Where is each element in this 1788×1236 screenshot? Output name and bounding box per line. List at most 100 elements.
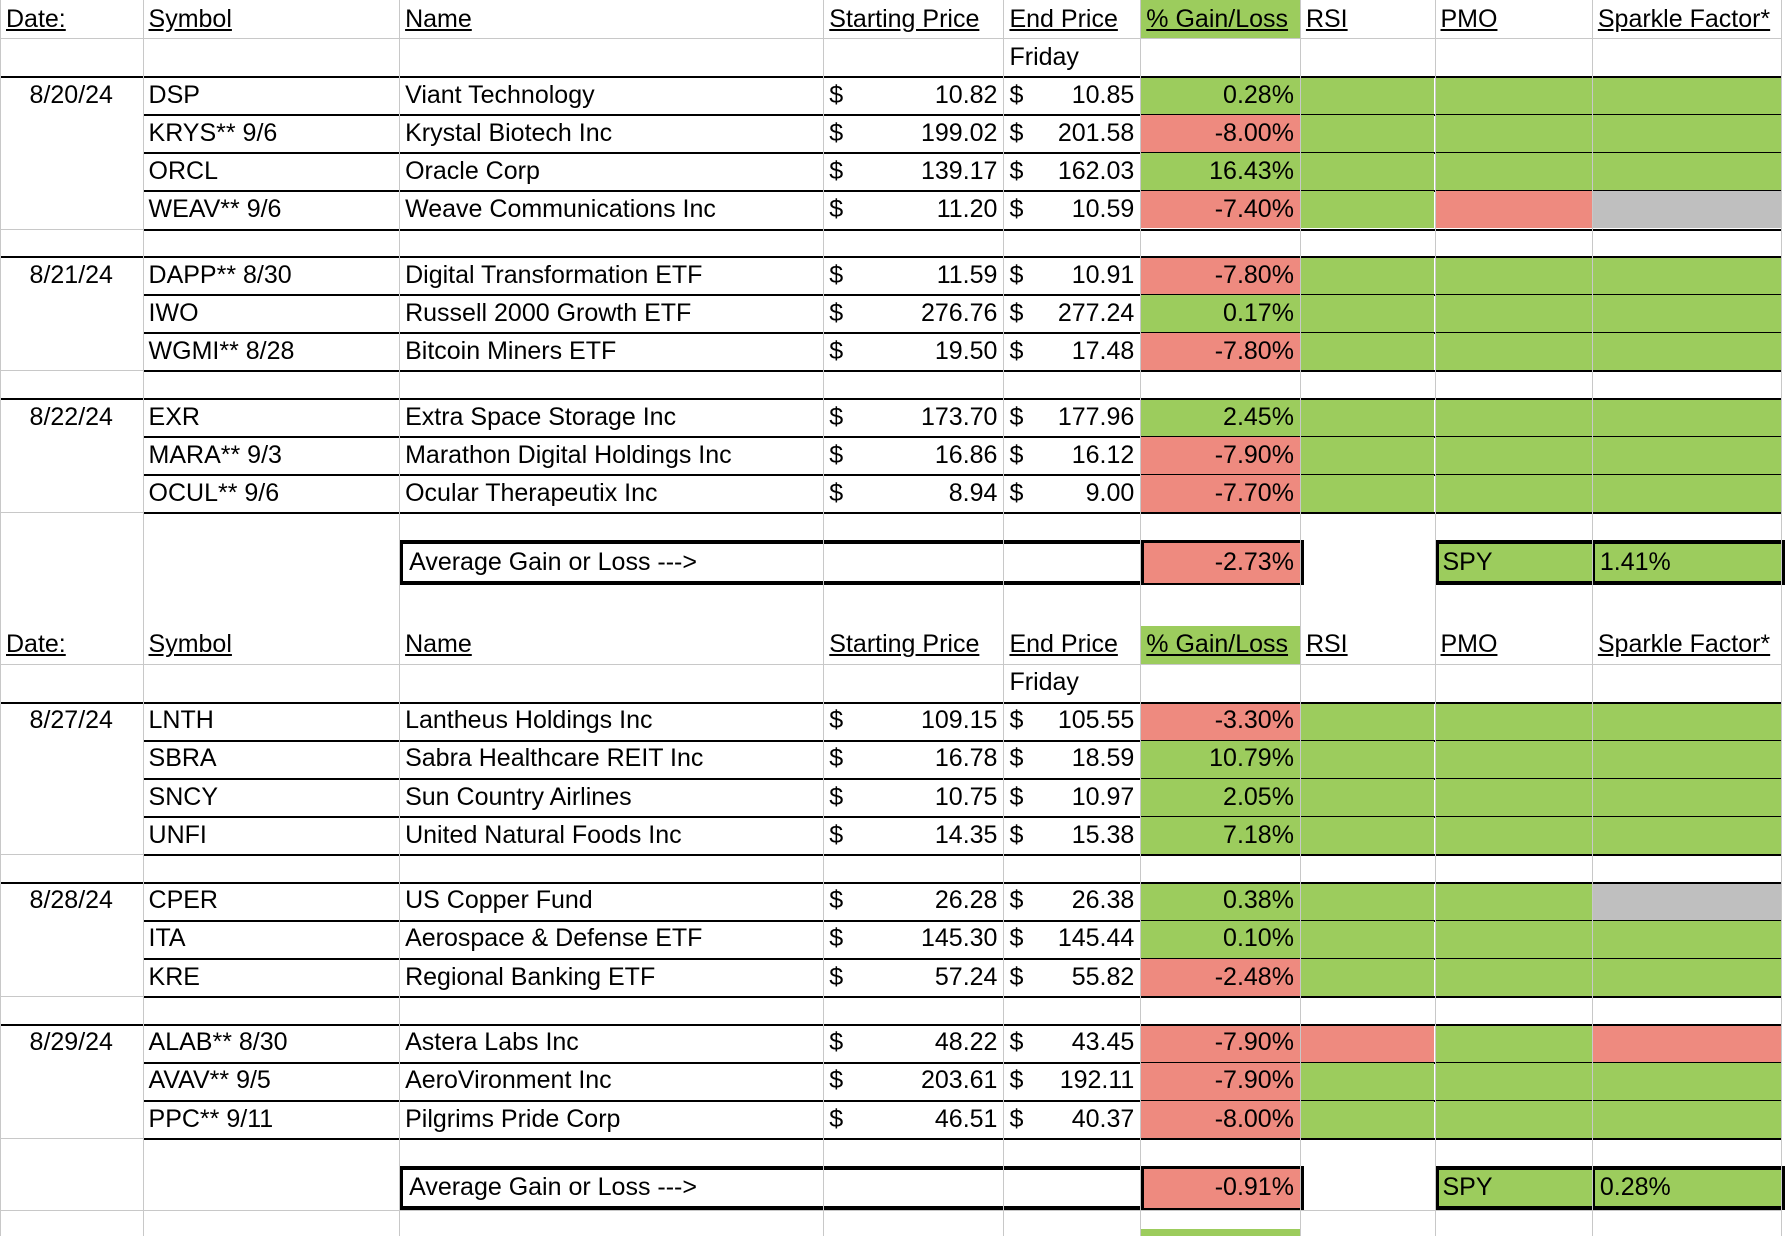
sparkle-indicator [1592,295,1782,333]
sparkle-indicator [1592,437,1782,475]
sparkle-indicator [1592,1062,1782,1100]
sparkle-indicator [1592,475,1782,513]
starting-price-cell: 10.82 [934,80,998,109]
currency-sign: $ [829,440,844,469]
gain-loss-fill [1141,257,1300,295]
rsi-indicator [1300,959,1435,997]
rsi-indicator [1300,920,1435,958]
spy-label: SPY [1442,1173,1493,1202]
starting-price-header: Starting Price [829,630,980,659]
row-border [0,854,143,856]
column-border [1591,625,1593,1211]
currency-sign: $ [1009,80,1024,109]
column-border [1434,0,1436,626]
pmo-indicator [1435,333,1592,371]
row-border [142,1099,1782,1102]
date-header: Date: [6,630,66,659]
symbol-cell: ALAB** 8/30 [148,1028,288,1057]
column-border [1140,0,1142,626]
gain-loss-cell: -7.80% [1214,260,1294,289]
column-border [823,0,825,626]
pmo-indicator [1435,1024,1592,1062]
row-border [0,701,143,704]
starting-price-cell: 11.20 [936,194,998,223]
currency-sign: $ [829,820,844,849]
end-price-cell: 201.58 [1057,118,1135,147]
date-cell: 8/28/24 [29,886,113,915]
end-price-cell: 277.24 [1057,298,1135,327]
gain-loss-fill [1141,153,1300,191]
currency-sign: $ [829,962,844,991]
average-divider [1140,540,1145,585]
starting-price-cell: 109.15 [920,706,998,735]
rsi-indicator [1300,778,1435,817]
row-border [142,228,1782,231]
rsi-indicator [1300,77,1435,115]
row-border [142,881,1782,884]
gain-loss-fill [1141,115,1300,153]
end-price-header: End Price [1009,4,1118,33]
row-border [142,370,1782,373]
name-cell: Sun Country Airlines [405,782,632,811]
rsi-indicator [1300,817,1435,855]
spy-box [1434,1165,1786,1211]
row-border [0,228,143,230]
rsi-indicator [1300,882,1435,920]
symbol-cell: WEAV** 9/6 [148,194,282,223]
rsi-indicator [1300,399,1435,437]
currency-sign: $ [829,1066,844,1095]
name-cell: Marathon Digital Holdings Inc [405,440,732,469]
gain-loss-fill [1141,1062,1300,1100]
name-cell: AeroVironment Inc [405,1066,612,1095]
friday-subheader: Friday [1009,42,1079,71]
row-border [142,919,1782,922]
symbol-cell: PPC** 9/11 [148,1104,274,1133]
average-label: Average Gain or Loss ---> [409,547,697,576]
currency-sign: $ [829,1028,844,1057]
sparkle-indicator [1592,1100,1782,1139]
column-border [823,625,825,1211]
rsi-indicator [1300,333,1435,371]
symbol-cell: IWO [148,298,199,327]
column-border [1003,0,1005,626]
pmo-indicator [1435,1100,1592,1139]
currency-sign: $ [1009,1066,1024,1095]
rsi-indicator [1300,1100,1435,1139]
gain-loss-fill [1141,702,1300,740]
row-border [142,1138,1782,1141]
gain-loss-fill [1141,1024,1300,1062]
currency-sign: $ [1009,886,1024,915]
name-cell: Regional Banking ETF [405,962,656,991]
end-price-cell: 145.44 [1057,924,1135,953]
rsi-indicator [1300,1024,1435,1062]
starting-price-cell: 276.76 [920,298,998,327]
symbol-cell: OCUL** 9/6 [148,478,280,507]
row-border [142,854,1782,857]
currency-sign: $ [1009,962,1024,991]
gain-loss-fill [1141,475,1300,513]
row-border [142,256,1782,259]
row-border [142,996,1782,999]
row-border [142,76,1782,79]
date-cell: 8/21/24 [29,260,113,289]
symbol-cell: CPER [148,886,218,915]
column-border [1299,1210,1301,1236]
row-border [142,436,1782,439]
pmo-indicator [1435,740,1592,778]
rsi-indicator [1300,437,1435,475]
rsi-header: RSI [1305,4,1348,33]
name-cell: Sabra Healthcare REIT Inc [405,744,704,773]
currency-sign: $ [829,924,844,953]
row-border [0,1210,1782,1212]
name-cell: Astera Labs Inc [405,1028,579,1057]
starting-price-cell: 203.61 [920,1066,998,1095]
rsi-indicator [1300,295,1435,333]
end-price-cell: 177.96 [1057,402,1135,431]
row-border [142,739,1782,742]
gain-loss-cell: 2.45% [1223,402,1294,431]
currency-sign: $ [1009,260,1024,289]
spy-divider [1591,540,1595,585]
name-cell: Lantheus Holdings Inc [405,706,653,735]
average-value: -0.91% [1214,1173,1294,1202]
pmo-indicator [1435,77,1592,115]
